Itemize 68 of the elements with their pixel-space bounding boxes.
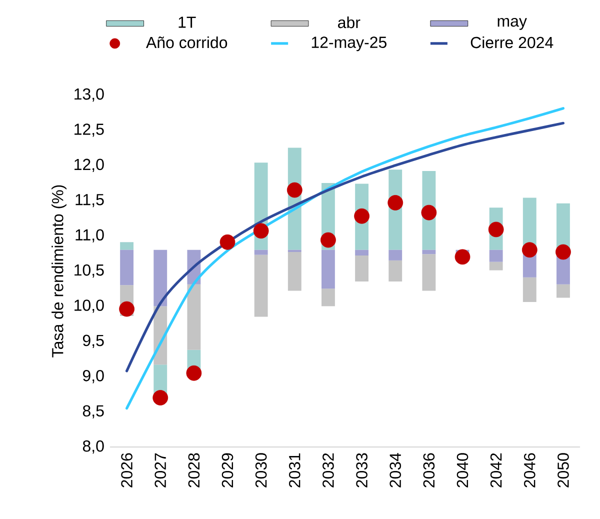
bar xyxy=(355,250,369,256)
x-tick-label: 2029 xyxy=(222,453,234,488)
legend-label: 12-may-25 xyxy=(312,36,386,52)
y-tick-label: 9,5 xyxy=(82,334,104,348)
bar xyxy=(120,250,134,286)
y-tick-label: 10,0 xyxy=(74,300,104,313)
x-tick-label: 2036 xyxy=(423,453,435,488)
point xyxy=(152,390,168,406)
line-series xyxy=(125,122,565,372)
bar xyxy=(388,250,402,260)
x-tick-label: 2050 xyxy=(558,453,569,488)
y-tick-label: 9,0 xyxy=(82,370,104,384)
bar xyxy=(187,284,201,350)
y-tick-label: 8,0 xyxy=(82,440,104,454)
x-tick-label: 2032 xyxy=(322,453,334,488)
y-tick-label: 12,5 xyxy=(74,124,104,137)
x-tick-label: 2030 xyxy=(255,453,267,488)
y-tick-label: 10,5 xyxy=(74,264,104,278)
point xyxy=(286,182,302,198)
bar xyxy=(522,277,536,302)
bar xyxy=(154,250,168,306)
x-tick-label: 2046 xyxy=(524,453,536,488)
bar xyxy=(556,284,570,298)
x-tick-label: 2040 xyxy=(456,453,468,488)
line-series xyxy=(125,107,565,410)
bar xyxy=(422,250,436,254)
bar xyxy=(388,260,402,282)
point xyxy=(253,223,269,239)
point xyxy=(186,365,202,381)
point xyxy=(556,244,571,260)
x-tick-label: 2027 xyxy=(154,453,166,488)
legend-label: may xyxy=(498,18,527,30)
y-tick-label: 13,0 xyxy=(74,88,104,102)
y-tick-label: 11,0 xyxy=(76,229,104,242)
bar xyxy=(322,250,335,289)
point xyxy=(454,249,470,265)
point xyxy=(421,204,437,220)
bar xyxy=(556,203,570,250)
bar xyxy=(254,250,268,255)
point xyxy=(522,242,538,258)
y-axis-title: Tasa de rendimiento (%) xyxy=(52,185,66,358)
point xyxy=(220,234,236,250)
bar xyxy=(422,254,436,291)
legend-label: abr xyxy=(338,16,360,28)
x-tick-label: 2034 xyxy=(390,453,402,488)
x-tick-label: 2033 xyxy=(356,453,368,488)
point xyxy=(119,301,134,317)
point xyxy=(488,222,504,238)
y-tick-label: 8,5 xyxy=(82,405,104,418)
y-tick-label: 12,0 xyxy=(74,158,104,172)
legend-label: Año corrido xyxy=(146,36,228,48)
bar xyxy=(254,254,268,317)
legend-label: 1T xyxy=(178,16,196,28)
x-tick-label: 2031 xyxy=(288,453,300,488)
y-tick-label: 11,5 xyxy=(76,194,104,208)
bar xyxy=(322,288,335,306)
bar xyxy=(288,252,302,291)
point xyxy=(320,232,336,248)
x-tick-label: 2042 xyxy=(490,453,502,488)
point xyxy=(388,195,404,210)
x-tick-label: 2028 xyxy=(188,453,200,488)
bar xyxy=(489,250,503,262)
bar xyxy=(489,262,503,270)
bar xyxy=(120,242,134,250)
point xyxy=(354,208,370,224)
x-tick-label: 2026 xyxy=(121,453,132,488)
bar xyxy=(355,256,369,282)
legend-label: Cierre 2024 xyxy=(470,36,554,48)
